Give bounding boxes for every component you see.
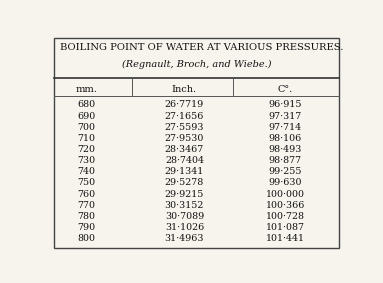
Text: 27·5593: 27·5593 — [165, 123, 204, 132]
Text: 100·000: 100·000 — [266, 190, 305, 199]
Text: 26·7719: 26·7719 — [165, 100, 204, 110]
Text: 28·7404: 28·7404 — [165, 156, 204, 165]
Text: 96·915: 96·915 — [268, 100, 302, 110]
Text: 30·3152: 30·3152 — [165, 201, 204, 210]
Text: 99·255: 99·255 — [268, 167, 302, 176]
Text: 28·3467: 28·3467 — [165, 145, 204, 154]
Text: 730: 730 — [77, 156, 95, 165]
Text: 97·317: 97·317 — [269, 112, 302, 121]
Text: 31·4963: 31·4963 — [165, 234, 204, 243]
Text: 750: 750 — [77, 179, 95, 187]
Text: 100·366: 100·366 — [266, 201, 305, 210]
Text: 101·441: 101·441 — [266, 234, 305, 243]
Text: 98·877: 98·877 — [269, 156, 302, 165]
Text: 30·7089: 30·7089 — [165, 212, 204, 221]
Text: C°.: C°. — [278, 85, 293, 94]
Text: 680: 680 — [77, 100, 95, 110]
Text: 97·714: 97·714 — [269, 123, 302, 132]
Text: 720: 720 — [77, 145, 95, 154]
Text: BOILING POINT OF WATER AT VARIOUS PRESSURES.: BOILING POINT OF WATER AT VARIOUS PRESSU… — [60, 43, 343, 52]
Text: 29·5278: 29·5278 — [165, 179, 204, 187]
Text: 800: 800 — [77, 234, 95, 243]
Text: 790: 790 — [77, 223, 95, 232]
Text: 27·9530: 27·9530 — [165, 134, 204, 143]
Text: 27·1656: 27·1656 — [165, 112, 204, 121]
Text: 101·087: 101·087 — [266, 223, 305, 232]
Text: 770: 770 — [77, 201, 95, 210]
Text: (Regnault, Broch, and Wiebe.): (Regnault, Broch, and Wiebe.) — [121, 60, 271, 69]
Text: mm.: mm. — [75, 85, 97, 94]
Text: 760: 760 — [77, 190, 95, 199]
Text: 98·493: 98·493 — [268, 145, 302, 154]
Text: 690: 690 — [77, 112, 96, 121]
Text: 98·106: 98·106 — [269, 134, 302, 143]
Text: 29·9215: 29·9215 — [165, 190, 204, 199]
Text: 740: 740 — [77, 167, 95, 176]
Text: 780: 780 — [77, 212, 95, 221]
Text: 29·1341: 29·1341 — [165, 167, 204, 176]
Text: Inch.: Inch. — [172, 85, 197, 94]
Text: 700: 700 — [77, 123, 95, 132]
Text: 31·1026: 31·1026 — [165, 223, 204, 232]
Text: 710: 710 — [77, 134, 95, 143]
Text: 99·630: 99·630 — [268, 179, 302, 187]
Text: 100·728: 100·728 — [266, 212, 305, 221]
